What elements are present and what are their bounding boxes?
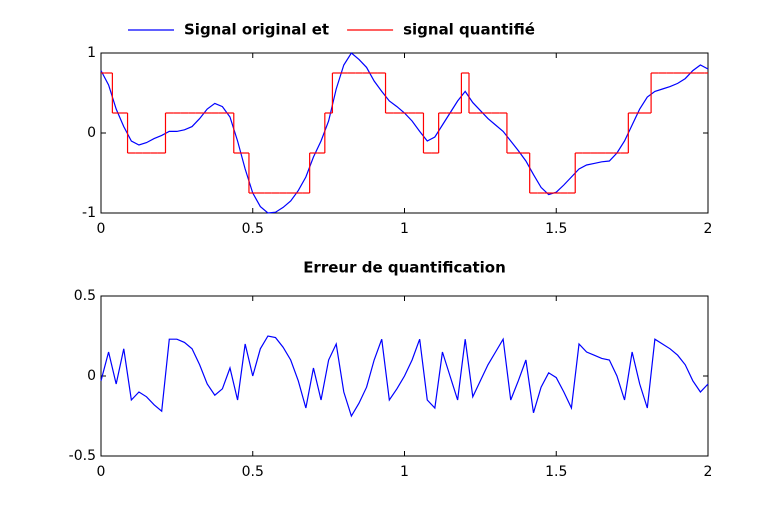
x-tick-label: 2 xyxy=(704,221,713,237)
series-line xyxy=(100,52,709,214)
legend-label: Signal original et xyxy=(184,21,329,39)
x-tick-label: 0.5 xyxy=(242,464,264,480)
x-tick-label: 0 xyxy=(97,464,106,480)
y-tick-label: 0.5 xyxy=(74,288,96,304)
series-line xyxy=(100,335,709,418)
chart-title: Erreur de quantification xyxy=(303,259,506,277)
legend-label: signal quantifié xyxy=(403,21,535,39)
x-tick-label: 1.5 xyxy=(545,464,567,480)
x-tick-label: 0 xyxy=(97,221,106,237)
y-tick-label: -0.5 xyxy=(69,448,96,464)
axes-frame xyxy=(100,52,709,214)
x-tick-label: 1 xyxy=(400,464,409,480)
x-tick-label: 1 xyxy=(400,221,409,237)
y-tick-label: -1 xyxy=(82,205,96,221)
y-tick-label: 0 xyxy=(87,368,96,384)
x-tick-label: 0.5 xyxy=(242,221,264,237)
y-tick-label: 0 xyxy=(87,125,96,141)
x-tick-label: 2 xyxy=(704,464,713,480)
y-tick-label: 1 xyxy=(87,45,96,61)
x-tick-label: 1.5 xyxy=(545,221,567,237)
